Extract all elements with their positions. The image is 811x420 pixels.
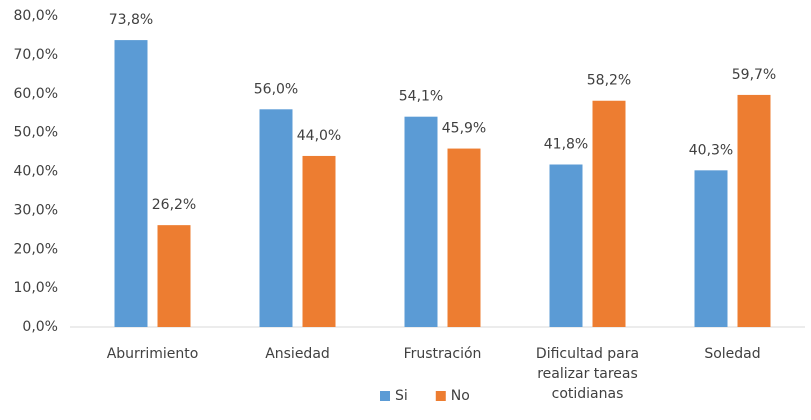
data-label: 41,8% <box>544 137 588 153</box>
data-label: 54,1% <box>399 89 443 105</box>
data-label: 40,3% <box>689 142 733 158</box>
y-tick-label: 0,0% <box>22 319 58 335</box>
bar <box>114 40 148 327</box>
bar <box>549 164 583 327</box>
x-tick-label: Ansiedad <box>265 346 330 362</box>
y-tick-label: 10,0% <box>14 280 58 296</box>
y-tick-label: 60,0% <box>14 86 58 102</box>
y-tick-label: 40,0% <box>14 164 58 180</box>
data-label: 59,7% <box>732 67 776 83</box>
data-label: 26,2% <box>152 197 196 213</box>
data-label: 56,0% <box>254 81 298 97</box>
data-label: 45,9% <box>442 121 486 137</box>
bar <box>259 109 293 327</box>
x-tick-label: Dificultad para realizar tareas cotidian… <box>535 346 640 402</box>
y-tick-label: 70,0% <box>14 47 58 63</box>
y-tick-label: 30,0% <box>14 202 58 218</box>
bar <box>447 148 481 327</box>
data-label: 73,8% <box>109 12 153 28</box>
bar <box>157 225 191 327</box>
legend-label: No <box>451 388 470 404</box>
x-tick-label: Aburrimiento <box>106 346 199 362</box>
data-label: 58,2% <box>587 73 631 89</box>
y-tick-label: 20,0% <box>14 241 58 257</box>
legend-label: Si <box>395 388 408 404</box>
y-tick-label: 50,0% <box>14 125 58 141</box>
x-tick-label: Frustración <box>403 346 482 362</box>
legend-swatch <box>380 391 390 401</box>
bar <box>302 155 336 327</box>
bar <box>592 100 626 327</box>
data-label: 44,0% <box>297 128 341 144</box>
bar <box>694 170 728 327</box>
bar <box>737 94 771 327</box>
y-tick-label: 80,0% <box>14 8 58 24</box>
x-tick-label: Soledad <box>704 346 761 362</box>
legend-swatch <box>435 391 446 401</box>
bar <box>404 116 438 327</box>
